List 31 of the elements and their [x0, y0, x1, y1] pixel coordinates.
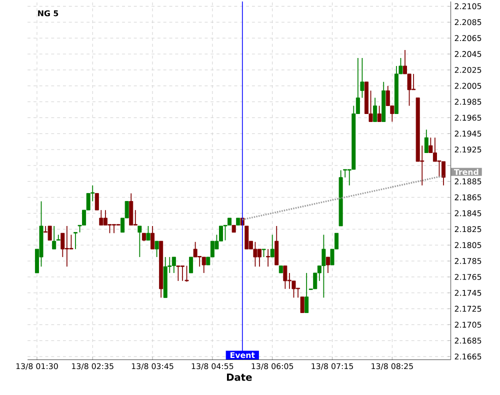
- candlestick: [129, 192, 134, 226]
- candlestick: [283, 265, 288, 290]
- candlestick: [138, 225, 142, 258]
- candlestick: [373, 97, 378, 122]
- candlestick: [60, 232, 65, 258]
- candlestick: [274, 225, 279, 266]
- candlestick: [172, 256, 176, 274]
- candlestick: [73, 232, 78, 250]
- candlestick: [69, 234, 74, 250]
- candlestick: [202, 256, 206, 274]
- candlestick: [176, 265, 180, 282]
- candlestick: [48, 225, 52, 241]
- candlestick: [326, 256, 330, 274]
- candlestick: [424, 129, 428, 154]
- candlestick: [266, 248, 270, 267]
- candlestick: [184, 265, 189, 282]
- candlestick: [253, 241, 258, 267]
- candlestick: [244, 225, 249, 250]
- candlestick: [189, 256, 194, 274]
- candlestick: [270, 234, 274, 258]
- candlestick: [377, 105, 382, 122]
- x-axis-title: Date: [226, 374, 252, 381]
- candlestick: [154, 240, 159, 258]
- candlestick: [304, 272, 309, 314]
- candlestick: [56, 234, 60, 241]
- candlestick: [360, 57, 364, 98]
- candlestick: [146, 225, 150, 241]
- candlestick: [150, 225, 155, 250]
- candlestick: [52, 225, 56, 250]
- candlestick: [322, 234, 326, 298]
- candlestick: [193, 241, 198, 258]
